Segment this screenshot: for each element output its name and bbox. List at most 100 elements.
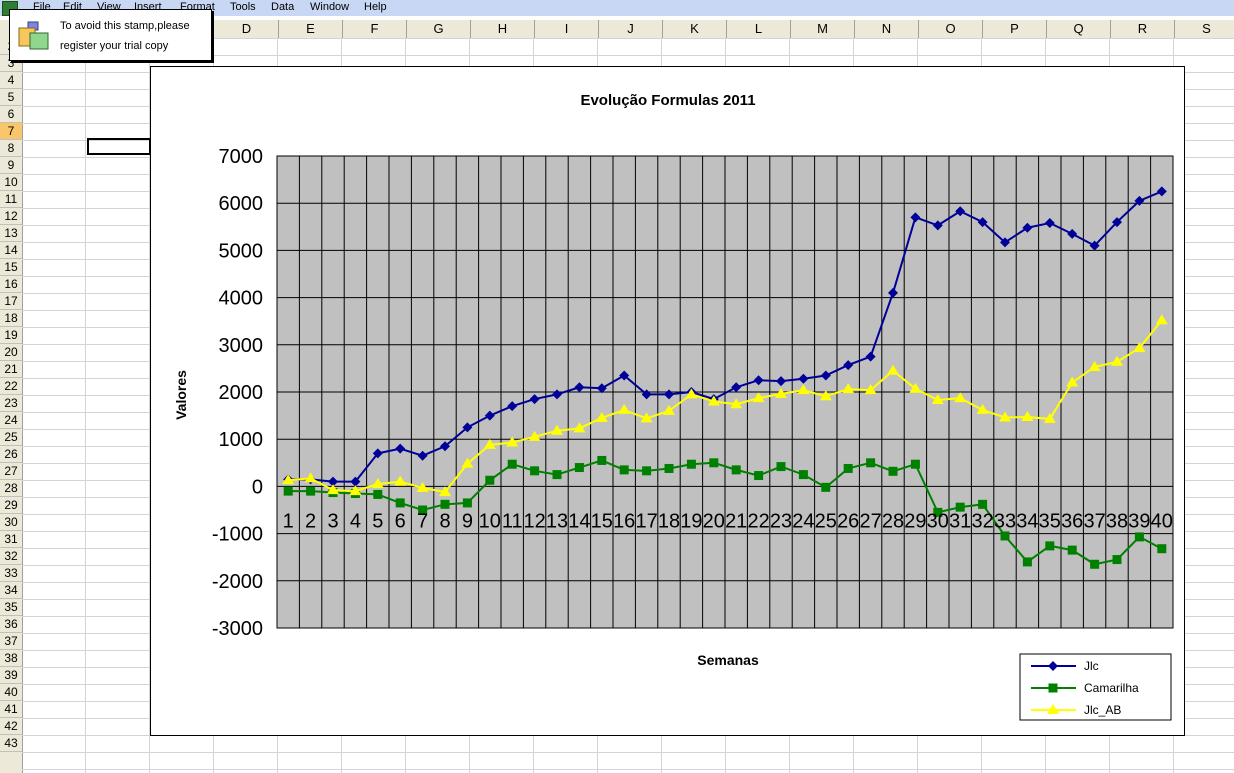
column-header-e[interactable]: E: [279, 20, 343, 38]
column-header-p[interactable]: P: [983, 20, 1047, 38]
row-header-11[interactable]: 11: [0, 191, 22, 208]
menu-window[interactable]: Window: [310, 1, 350, 13]
chart-object[interactable]: Evolução Formulas 2011 7000 6000 5000 4000 3…: [150, 66, 1185, 736]
column-header-j[interactable]: J: [599, 20, 663, 38]
data-point: [462, 498, 472, 508]
row-header-19[interactable]: 19: [0, 327, 22, 344]
row-header-16[interactable]: 16: [0, 276, 22, 293]
column-header-i[interactable]: I: [535, 20, 599, 38]
legend-entry-label: Jlc_AB: [1084, 703, 1121, 717]
data-point: [910, 459, 920, 469]
menu-data[interactable]: Data: [271, 1, 295, 13]
row-header-28[interactable]: 28: [0, 480, 22, 497]
column-header-n[interactable]: N: [855, 20, 919, 38]
row-header-13[interactable]: 13: [0, 225, 22, 242]
row-header-29[interactable]: 29: [0, 497, 22, 514]
data-point: [483, 438, 496, 449]
column-header-q[interactable]: Q: [1047, 20, 1111, 38]
x-tick-label: 38: [1106, 510, 1128, 532]
x-tick-label: 18: [658, 510, 680, 532]
row-header-32[interactable]: 32: [0, 548, 22, 565]
column-header-h[interactable]: H: [471, 20, 535, 38]
x-tick-label: 10: [479, 510, 501, 532]
row-header-21[interactable]: 21: [0, 361, 22, 378]
column-header-k[interactable]: K: [663, 20, 727, 38]
row-header-33[interactable]: 33: [0, 565, 22, 582]
row-header-40[interactable]: 40: [0, 684, 22, 701]
row-header-8[interactable]: 8: [0, 140, 22, 157]
data-point: [507, 401, 518, 412]
row-header-6[interactable]: 6: [0, 106, 22, 123]
data-point: [1044, 218, 1055, 229]
data-point: [416, 481, 429, 492]
row-header-12[interactable]: 12: [0, 208, 22, 225]
y-axis-label: Valores: [173, 370, 189, 420]
x-tick-label: 20: [703, 510, 725, 532]
data-point: [843, 360, 854, 371]
column-header-r[interactable]: R: [1111, 20, 1175, 38]
row-header-5[interactable]: 5: [0, 89, 22, 106]
row-header-4[interactable]: 4: [0, 72, 22, 89]
data-point: [394, 475, 407, 486]
row-header-26[interactable]: 26: [0, 446, 22, 463]
x-tick-label: 23: [770, 510, 792, 532]
row-header-34[interactable]: 34: [0, 582, 22, 599]
row-header-10[interactable]: 10: [0, 174, 22, 191]
row-header-25[interactable]: 25: [0, 429, 22, 446]
x-tick-label: 6: [395, 510, 406, 532]
column-header-l[interactable]: L: [727, 20, 791, 38]
row-header-20[interactable]: 20: [0, 344, 22, 361]
row-header-9[interactable]: 9: [0, 157, 22, 174]
row-header-17[interactable]: 17: [0, 293, 22, 310]
row-header-23[interactable]: 23: [0, 395, 22, 412]
row-header-38[interactable]: 38: [0, 650, 22, 667]
data-point: [395, 443, 406, 454]
data-point: [955, 206, 966, 217]
column-header-o[interactable]: O: [919, 20, 983, 38]
data-point: [1112, 217, 1122, 228]
column-header-d[interactable]: D: [215, 20, 279, 38]
x-tick-label: 2: [305, 510, 316, 532]
data-point: [282, 474, 295, 485]
column-header-f[interactable]: F: [343, 20, 407, 38]
row-header-42[interactable]: 42: [0, 718, 22, 735]
row-header-3[interactable]: 3: [0, 55, 22, 72]
column-header-m[interactable]: M: [791, 20, 855, 38]
row-header-7[interactable]: 7: [0, 123, 22, 140]
row-header-39[interactable]: 39: [0, 667, 22, 684]
column-header-s[interactable]: S: [1175, 20, 1234, 38]
row-header-36[interactable]: 36: [0, 616, 22, 633]
data-point: [775, 387, 787, 398]
column-header-g[interactable]: G: [407, 20, 471, 38]
data-point: [821, 482, 831, 492]
data-point: [640, 412, 653, 423]
data-point: [977, 217, 988, 228]
data-point: [776, 376, 786, 387]
row-header-41[interactable]: 41: [0, 701, 22, 718]
row-header-15[interactable]: 15: [0, 259, 22, 276]
x-tick-label: 30: [927, 510, 949, 532]
data-point: [328, 476, 338, 487]
row-header-27[interactable]: 27: [0, 463, 22, 480]
menu-tools[interactable]: Tools: [230, 1, 256, 13]
x-tick-label: 19: [680, 510, 702, 532]
row-header-37[interactable]: 37: [0, 633, 22, 650]
data-point: [1000, 531, 1010, 541]
data-point: [1156, 186, 1167, 197]
data-point: [528, 430, 541, 441]
row-header-31[interactable]: 31: [0, 531, 22, 548]
data-point: [1043, 412, 1056, 423]
row-header-18[interactable]: 18: [0, 310, 22, 327]
row-header-30[interactable]: 30: [0, 514, 22, 531]
x-tick-label: 17: [635, 510, 657, 532]
data-point: [887, 364, 899, 375]
data-point: [1134, 195, 1145, 206]
row-header-43[interactable]: 43: [0, 735, 22, 752]
row-header-14[interactable]: 14: [0, 242, 22, 259]
data-point: [1022, 557, 1032, 567]
row-header-24[interactable]: 24: [0, 412, 22, 429]
row-header-22[interactable]: 22: [0, 378, 22, 395]
active-cell[interactable]: [87, 138, 151, 155]
row-header-35[interactable]: 35: [0, 599, 22, 616]
menu-help[interactable]: Help: [364, 1, 387, 13]
